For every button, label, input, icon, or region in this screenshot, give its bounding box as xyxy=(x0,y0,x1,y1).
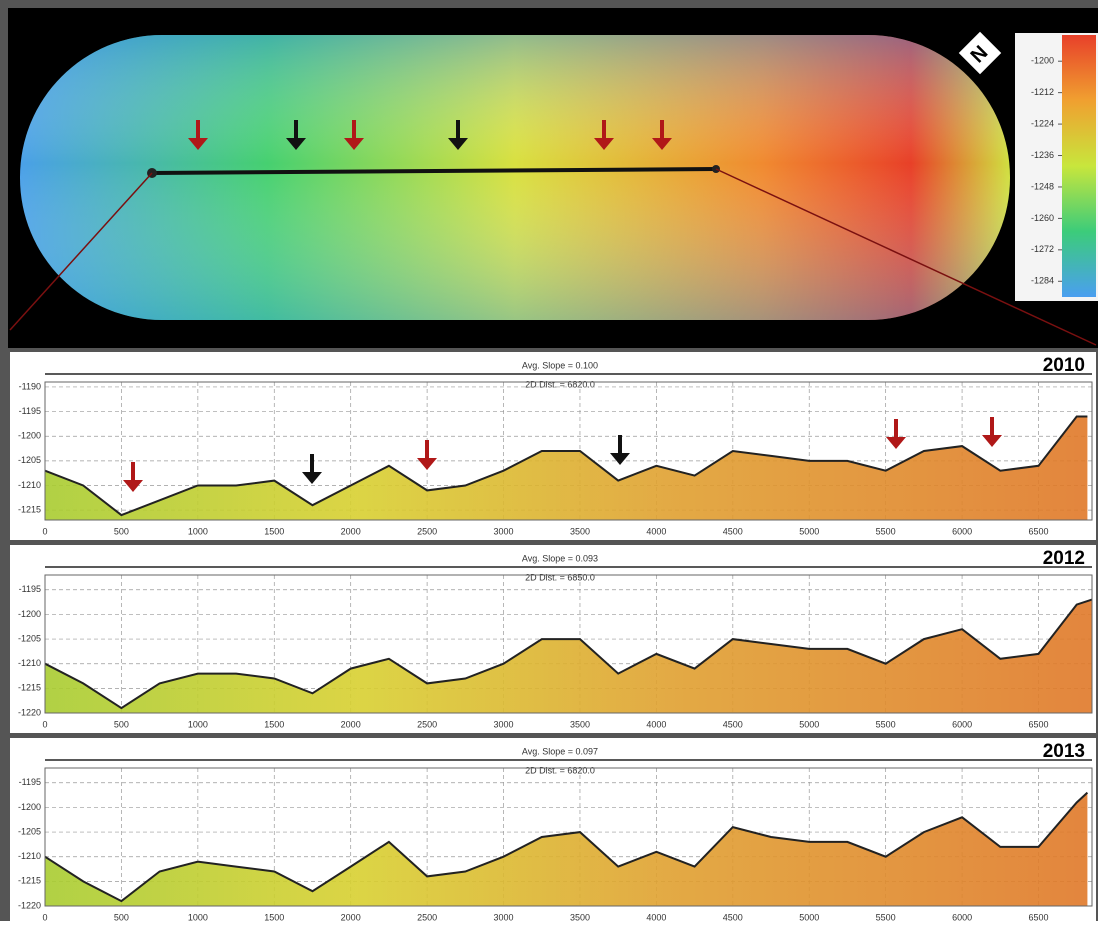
x-tick-label: 4000 xyxy=(646,719,666,729)
x-tick-label: 1500 xyxy=(264,719,284,729)
x-tick-label: 500 xyxy=(114,526,129,536)
y-tick-label: -1215 xyxy=(18,876,41,886)
profile-subtitle: 2D Dist. = 6820.0 xyxy=(525,379,595,389)
y-tick-label: -1195 xyxy=(19,584,41,594)
x-tick-label: 5000 xyxy=(799,719,819,729)
x-tick-label: 0 xyxy=(42,912,47,921)
x-tick-label: 3000 xyxy=(494,526,514,536)
x-tick-label: 2500 xyxy=(417,719,437,729)
x-tick-label: 5500 xyxy=(876,912,896,921)
x-tick-label: 1500 xyxy=(264,526,284,536)
x-tick-label: 6000 xyxy=(952,912,972,921)
x-tick-label: 6500 xyxy=(1028,719,1048,729)
x-tick-label: 6500 xyxy=(1028,526,1048,536)
y-tick-label: -1200 xyxy=(18,802,41,812)
y-tick-label: -1220 xyxy=(18,707,41,717)
profile-title: Avg. Slope = 0.100 xyxy=(522,360,598,370)
x-tick-label: 0 xyxy=(42,719,47,729)
profile-subtitle: 2D Dist. = 6850.0 xyxy=(525,572,595,582)
x-tick-label: 2000 xyxy=(341,719,361,729)
x-tick-label: 1000 xyxy=(188,719,208,729)
x-tick-label: 2500 xyxy=(417,526,437,536)
x-tick-label: 5000 xyxy=(799,912,819,921)
x-tick-label: 500 xyxy=(114,912,129,921)
x-tick-label: 6000 xyxy=(952,719,972,729)
y-tick-label: -1210 xyxy=(18,480,41,490)
y-tick-label: -1200 xyxy=(18,431,41,441)
x-tick-label: 4500 xyxy=(723,912,743,921)
x-tick-label: 6500 xyxy=(1028,912,1048,921)
x-tick-label: 4000 xyxy=(646,912,666,921)
y-tick-label: -1210 xyxy=(18,658,41,668)
y-tick-label: -1215 xyxy=(18,505,41,515)
y-tick-label: -1220 xyxy=(18,900,41,910)
y-tick-label: -1205 xyxy=(18,826,41,836)
x-tick-label: 2500 xyxy=(417,912,437,921)
x-tick-label: 5500 xyxy=(876,719,896,729)
x-tick-label: 5500 xyxy=(876,526,896,536)
profile-title: Avg. Slope = 0.097 xyxy=(522,746,598,756)
colorbar-tick-label: -1200 xyxy=(1031,56,1054,66)
x-tick-label: 4500 xyxy=(723,719,743,729)
x-tick-label: 1000 xyxy=(188,526,208,536)
x-tick-label: 3500 xyxy=(570,912,590,921)
colorbar-tick-label: -1260 xyxy=(1031,213,1054,223)
x-tick-label: 3500 xyxy=(570,719,590,729)
colorbar xyxy=(1062,35,1096,297)
x-tick-label: 500 xyxy=(114,719,129,729)
y-tick-label: -1205 xyxy=(18,633,41,643)
colorbar-tick-label: -1236 xyxy=(1031,150,1054,160)
x-tick-label: 3000 xyxy=(494,719,514,729)
colorbar-tick-label: -1224 xyxy=(1031,118,1054,128)
colorbar-tick-label: -1248 xyxy=(1031,181,1054,191)
x-tick-label: 1000 xyxy=(188,912,208,921)
x-tick-label: 4000 xyxy=(646,526,666,536)
year-label: 2010 xyxy=(1043,355,1085,376)
colorbar-tick-label: -1284 xyxy=(1031,276,1054,286)
y-tick-label: -1210 xyxy=(18,851,41,861)
profile-subtitle: 2D Dist. = 6820.0 xyxy=(525,765,595,775)
y-tick-label: -1190 xyxy=(19,381,41,391)
colorbar-tick-label: -1212 xyxy=(1031,87,1054,97)
x-tick-label: 3000 xyxy=(494,912,514,921)
year-label: 2013 xyxy=(1043,741,1085,762)
x-tick-label: 5000 xyxy=(799,526,819,536)
profile-title: Avg. Slope = 0.093 xyxy=(522,553,598,563)
x-tick-label: 2000 xyxy=(341,526,361,536)
y-tick-label: -1215 xyxy=(18,683,41,693)
y-tick-label: -1195 xyxy=(19,777,41,787)
x-tick-label: 4500 xyxy=(723,526,743,536)
bathymetry-shade xyxy=(20,35,1010,320)
x-tick-label: 2000 xyxy=(341,912,361,921)
x-tick-label: 6000 xyxy=(952,526,972,536)
colorbar-tick-label: -1272 xyxy=(1031,244,1054,254)
year-label: 2012 xyxy=(1043,548,1085,569)
y-tick-label: -1195 xyxy=(19,406,41,416)
x-tick-label: 1500 xyxy=(264,912,284,921)
y-tick-label: -1205 xyxy=(18,455,41,465)
x-tick-label: 3500 xyxy=(570,526,590,536)
figure: N -1200-1212-1224-1236-1248-1260-1272-12… xyxy=(0,0,1098,921)
x-tick-label: 0 xyxy=(42,526,47,536)
y-tick-label: -1200 xyxy=(18,609,41,619)
